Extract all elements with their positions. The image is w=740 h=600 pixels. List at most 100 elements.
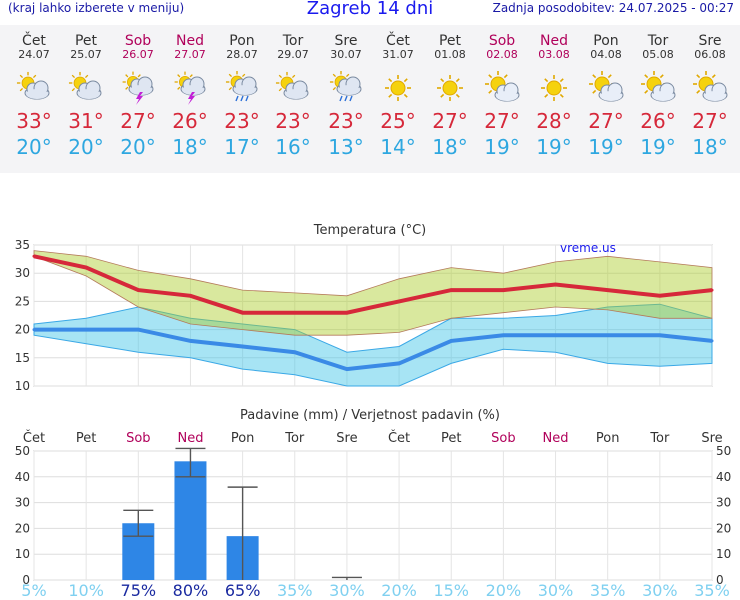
day-column: Pet 25.07 31° 20° xyxy=(59,25,113,161)
min-temp-point xyxy=(241,345,245,349)
watermark: vreme.us xyxy=(560,241,616,255)
min-temp: 19° xyxy=(588,135,624,159)
precip-probability: 35% xyxy=(277,581,313,600)
day-name: Čet xyxy=(22,33,46,49)
precip-probability: 15% xyxy=(433,581,469,600)
partly-cloudy-icon xyxy=(59,71,113,107)
precip-day-label: Pet xyxy=(441,431,461,446)
temperature-y-tick: 10 xyxy=(15,379,30,393)
day-column: Čet 31.07 25° 14° xyxy=(371,25,425,161)
precip-day-label: Pon xyxy=(596,431,620,446)
precip-probability: 30% xyxy=(642,581,678,600)
min-temp: 18° xyxy=(692,135,728,159)
min-temp-point xyxy=(84,328,88,332)
min-temp: 20° xyxy=(16,135,52,159)
precip-y-tick-right: 10 xyxy=(716,547,731,561)
max-temp: 31° xyxy=(68,109,104,133)
min-temp: 19° xyxy=(484,135,520,159)
sunny-icon xyxy=(371,71,425,107)
min-temp-point xyxy=(606,333,610,337)
day-date: 31.07 xyxy=(382,48,414,61)
min-temp: 18° xyxy=(432,135,468,159)
precip-probability: 80% xyxy=(173,581,209,600)
precip-probability: 10% xyxy=(68,581,104,600)
max-temp-point xyxy=(554,282,558,286)
day-date: 29.07 xyxy=(277,48,309,61)
day-name: Sre xyxy=(334,33,358,49)
day-date: 06.08 xyxy=(694,48,726,61)
daily-forecast-strip: Čet 24.07 33° 20° Pet 25.07 31° 20° Sob 26.07 27° 2… xyxy=(0,25,740,173)
min-temp-point xyxy=(449,339,453,343)
max-temp: 27° xyxy=(484,109,520,133)
day-date: 02.08 xyxy=(486,48,518,61)
max-temp: 27° xyxy=(692,109,728,133)
day-column: Ned 27.07 26° 18° xyxy=(163,25,217,161)
day-column: Pet 01.08 27° 18° xyxy=(423,25,477,161)
precip-probability: 35% xyxy=(694,581,730,600)
max-temp-point xyxy=(606,288,610,292)
temperature-y-tick: 25 xyxy=(15,294,30,308)
day-column: Pon 04.08 27° 19° xyxy=(579,25,633,161)
day-date: 30.07 xyxy=(330,48,362,61)
max-temp-point xyxy=(188,294,192,298)
precip-day-label: Sob xyxy=(126,431,150,446)
location-menu-hint[interactable]: (kraj lahko izberete v meniju) xyxy=(8,1,185,15)
day-column: Sob 26.07 27° 20° xyxy=(111,25,165,161)
min-temp-point xyxy=(188,339,192,343)
max-temp: 33° xyxy=(16,109,52,133)
day-date: 05.08 xyxy=(642,48,674,61)
min-temp: 19° xyxy=(536,135,572,159)
day-name: Pon xyxy=(593,33,619,49)
high-temp-range-band xyxy=(33,250,713,336)
max-temp: 23° xyxy=(224,109,260,133)
temperature-y-tick: 20 xyxy=(15,323,30,337)
day-date: 03.08 xyxy=(538,48,570,61)
precip-y-tick-left: 20 xyxy=(15,521,30,535)
day-column: Ned 03.08 28° 19° xyxy=(527,25,581,161)
day-column: Pon 28.07 23° 17° xyxy=(215,25,269,161)
sunny-icon xyxy=(527,71,581,107)
min-temp-point xyxy=(710,339,714,343)
day-date: 01.08 xyxy=(434,48,466,61)
sun-rain-icon xyxy=(215,70,269,107)
min-temp: 19° xyxy=(640,135,676,159)
precip-day-label: Čet xyxy=(388,430,410,446)
precip-day-label: Sre xyxy=(336,431,357,446)
sunny-icon xyxy=(423,71,477,107)
max-temp: 23° xyxy=(328,109,364,133)
day-date: 25.07 xyxy=(70,48,102,61)
precip-day-label: Sob xyxy=(491,431,515,446)
min-temp-point xyxy=(345,367,349,371)
precip-day-label: Pet xyxy=(76,431,96,446)
min-temp-line xyxy=(34,327,713,372)
min-temp-point xyxy=(32,328,36,332)
max-temp-point xyxy=(241,311,245,315)
sun-cloud-icon xyxy=(579,71,633,107)
min-temp-point xyxy=(136,328,140,332)
max-temp-point xyxy=(449,288,453,292)
day-name: Sre xyxy=(698,33,722,49)
max-temp-point xyxy=(136,288,140,292)
max-temp: 23° xyxy=(275,109,311,133)
min-temp: 16° xyxy=(275,135,311,159)
max-temp: 26° xyxy=(640,109,676,133)
max-temp-point xyxy=(501,288,505,292)
precip-y-tick-left: 30 xyxy=(15,496,30,510)
min-temp: 20° xyxy=(120,135,156,159)
precip-y-tick-right: 20 xyxy=(716,521,731,535)
precip-probability: 20% xyxy=(486,581,522,600)
precip-y-tick-left: 10 xyxy=(15,547,30,561)
day-date: 24.07 xyxy=(18,48,50,61)
min-temp-point xyxy=(554,333,558,337)
temperature-y-tick: 15 xyxy=(15,351,30,365)
sun-cloud-icon xyxy=(683,71,737,107)
partly-cloudy-icon xyxy=(7,71,61,107)
min-temp-point xyxy=(293,350,297,354)
temperature-plot-area xyxy=(33,244,713,387)
precip-probability: 65% xyxy=(225,581,261,600)
min-temp-point xyxy=(501,333,505,337)
day-name: Čet xyxy=(386,33,410,49)
day-date: 28.07 xyxy=(226,48,258,61)
day-date: 04.08 xyxy=(590,48,622,61)
sun-cloud-icon xyxy=(631,71,685,107)
